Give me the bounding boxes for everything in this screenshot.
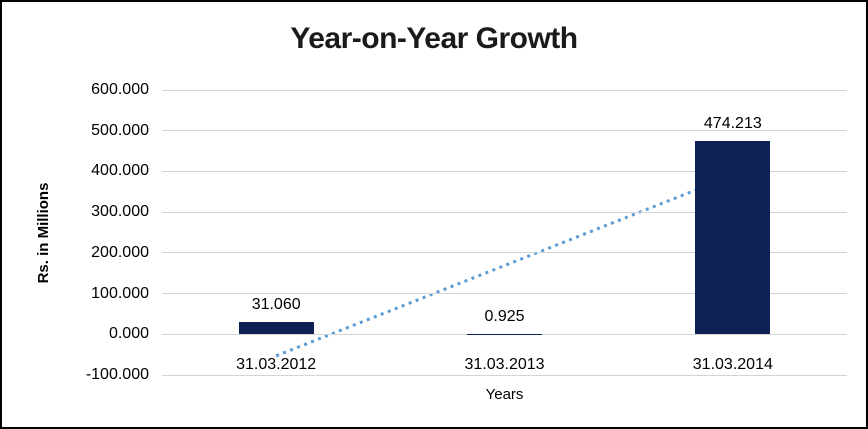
y-gridline — [162, 293, 847, 295]
x-tick-label: 31.03.2013 — [464, 356, 545, 373]
y-tick-label: 100.000 — [91, 284, 149, 302]
x-tick-label: 31.03.2014 — [692, 356, 773, 373]
trendline — [275, 173, 734, 358]
y-gridline — [162, 89, 847, 91]
y-axis-title: Rs. in Millions — [35, 182, 52, 283]
x-tick-label: 31.03.2012 — [236, 356, 317, 373]
y-tick-label: -100.000 — [85, 366, 149, 383]
y-gridline — [162, 374, 847, 376]
y-tick-label: 400.000 — [91, 162, 149, 180]
y-gridline — [162, 252, 847, 254]
y-tick-label: 600.000 — [91, 81, 149, 98]
bar — [238, 321, 314, 335]
chart-title: Year-on-Year Growth — [290, 22, 578, 55]
y-tick-label: 500.000 — [91, 121, 149, 139]
x-axis-title: Years — [485, 386, 524, 403]
bar-value-label: 31.060 — [251, 295, 301, 313]
y-gridline — [162, 130, 847, 132]
y-gridline — [162, 333, 847, 335]
y-gridline — [162, 211, 847, 213]
bar-value-label: 474.213 — [703, 115, 762, 133]
y-tick-label: 200.000 — [91, 243, 149, 261]
y-tick-label: 0.000 — [108, 325, 149, 343]
bar — [695, 141, 771, 335]
bar-value-label: 0.925 — [484, 307, 525, 325]
y-gridline — [162, 170, 847, 172]
y-tick-label: 300.000 — [91, 203, 149, 221]
